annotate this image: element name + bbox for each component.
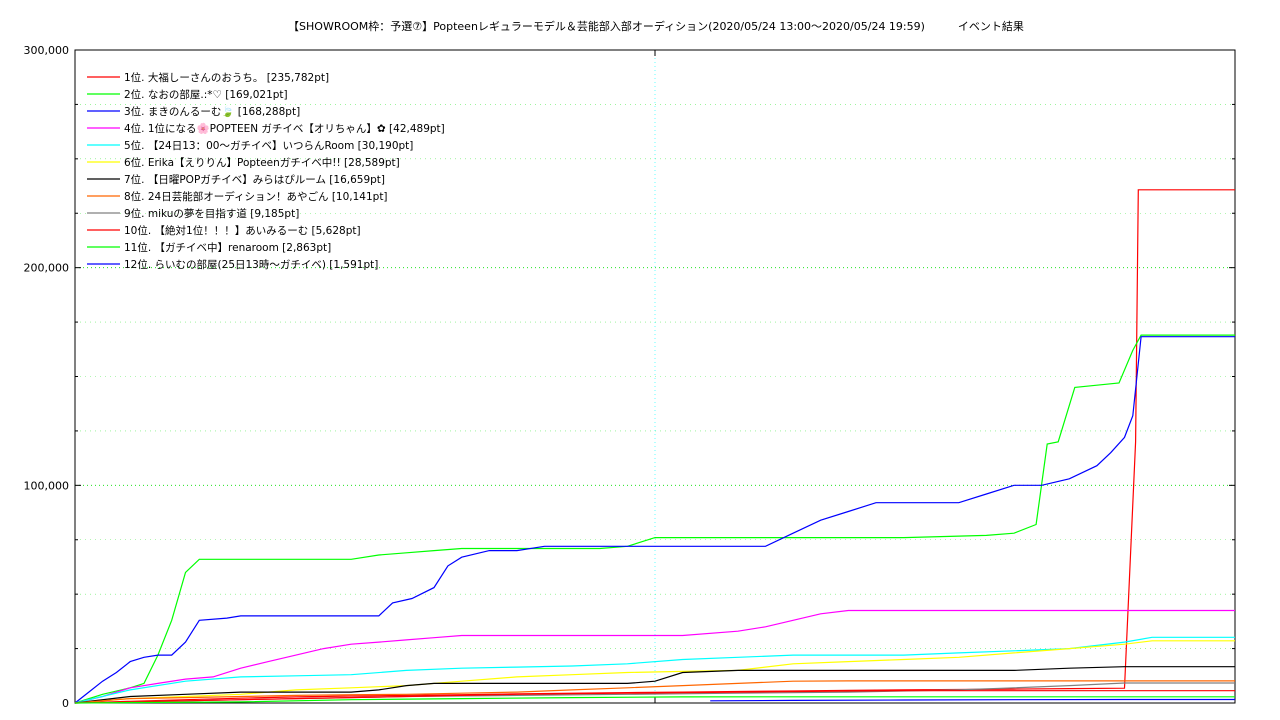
legend-label-2: 2位. なおの部屋.:*♡ [169,021pt] xyxy=(124,88,288,101)
grid-lines xyxy=(75,50,1235,703)
series-line-4 xyxy=(74,609,1235,704)
y-tick-label: 200,000 xyxy=(24,262,70,275)
legend-label-10: 10位. 【絶対1位！！！】あいみるーむ [5,628pt] xyxy=(124,224,361,237)
y-axis-ticks: 0 100,000 200,000 300,000 xyxy=(24,44,1235,710)
legend-label-7: 7位. 【日曜POPガチイベ】みらはぴルーム [16,659pt] xyxy=(124,173,385,186)
legend-label-11: 11位. 【ガチイベ中】renaroom [2,863pt] xyxy=(124,241,331,254)
y-tick-label: 300,000 xyxy=(24,44,70,57)
series-line-2 xyxy=(74,334,1235,704)
series-line-8 xyxy=(74,680,1235,704)
legend-label-9: 9位. mikuの夢を目指す道 [9,185pt] xyxy=(124,207,299,220)
series-line-10 xyxy=(74,690,1235,704)
legend-label-12: 12位. らいむの部屋(25日13時～ガチイベ) [1,591pt] xyxy=(124,258,378,271)
chart-title: 【SHOWROOM枠：予選⑦】Popteenレギュラーモデル＆芸能部入部オーディ… xyxy=(288,19,1024,33)
series-line-3 xyxy=(74,336,1235,704)
series-lines xyxy=(74,189,1235,704)
legend-label-5: 5位. 【24日13：00～ガチイベ】いつらんRoom [30,190pt] xyxy=(124,139,413,152)
y-tick-label: 0 xyxy=(62,697,69,710)
legend-label-4: 4位. 1位になる🌸POPTEEN ガチイベ【オリちゃん】✿ [42,489pt… xyxy=(124,122,445,135)
series-line-12 xyxy=(710,698,1235,702)
legend-label-6: 6位. Erika【えりりん】Popteenガチイベ中!! [28,589pt] xyxy=(124,156,400,169)
series-line-5 xyxy=(74,636,1235,704)
legend: 1位. 大福しーさんのおうち。 [235,782pt] 2位. なおの部屋.:*♡… xyxy=(87,71,445,271)
y-tick-label: 100,000 xyxy=(24,479,70,492)
legend-label-3: 3位. まきのんるーむ🍃 [168,288pt] xyxy=(124,105,300,118)
legend-label-8: 8位. 24日芸能部オーディション！あやごん [10,141pt] xyxy=(124,190,388,203)
legend-label-1: 1位. 大福しーさんのおうち。 [235,782pt] xyxy=(124,71,329,84)
series-line-11 xyxy=(74,696,1235,704)
series-line-7 xyxy=(74,666,1235,704)
